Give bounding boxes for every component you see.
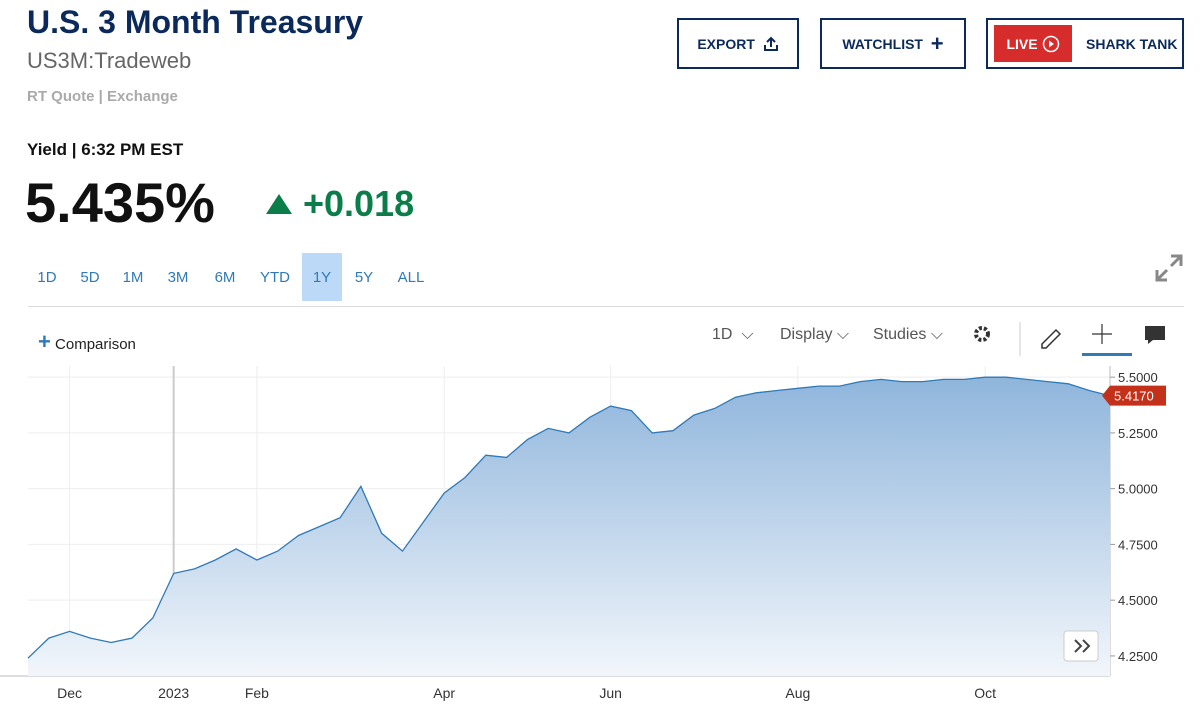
display-label: Display xyxy=(780,326,833,343)
y-tick-label: 4.7500 xyxy=(1118,537,1158,552)
y-tick-label: 5.5000 xyxy=(1118,370,1158,385)
play-icon xyxy=(1042,35,1059,52)
watchlist-button[interactable]: WATCHLIST + xyxy=(820,18,966,69)
export-button[interactable]: EXPORT xyxy=(677,18,799,69)
line xyxy=(27,376,1111,659)
x-tick-label: Apr xyxy=(433,685,455,701)
last-price-label: 5.4170 xyxy=(1114,389,1154,404)
studies-label: Studies xyxy=(873,326,927,343)
last-price-badge xyxy=(1102,385,1166,406)
interval-label: 1D xyxy=(712,326,733,343)
x-tick-label: Feb xyxy=(245,685,269,701)
live-label: LIVE xyxy=(1006,35,1038,52)
live-show: SHARK TANK xyxy=(1086,35,1178,52)
range-button[interactable]: 6M xyxy=(214,268,236,286)
area-fill xyxy=(28,377,1110,676)
range-button[interactable]: ALL xyxy=(397,268,425,286)
quote-label: Yield | 6:32 PM EST xyxy=(27,140,184,159)
interval-button[interactable]: 1D ⌵ xyxy=(712,326,754,343)
y-tick-label: 4.5000 xyxy=(1118,593,1158,608)
comment-icon[interactable] xyxy=(1145,326,1165,344)
x-tick-label: Oct xyxy=(974,685,996,701)
live-button[interactable]: LIVE SHARK TANK xyxy=(986,18,1184,69)
divider xyxy=(28,306,1184,307)
title: U.S. 3 Month Treasury xyxy=(27,4,364,40)
watchlist-label: WATCHLIST xyxy=(842,35,923,52)
x-tick-label: Jun xyxy=(599,685,622,701)
plus-icon: + xyxy=(930,30,944,56)
x-tick-label: 2023 xyxy=(158,685,189,701)
live-badge: LIVE xyxy=(994,25,1072,62)
comparison-label: Comparison xyxy=(55,336,136,353)
change: +0.018 xyxy=(303,183,415,224)
range-button[interactable]: 1Y xyxy=(302,253,342,301)
range-button[interactable]: 5Y xyxy=(354,268,374,286)
y-tick-label: 5.0000 xyxy=(1118,482,1158,497)
scroll-button[interactable] xyxy=(1063,630,1099,662)
crosshair-icon[interactable] xyxy=(1092,324,1112,344)
crosshair-active xyxy=(1082,353,1132,356)
range-button[interactable]: 1M xyxy=(122,268,144,286)
x-tick-label: Aug xyxy=(785,685,810,701)
range-button[interactable]: 1D xyxy=(37,268,57,286)
scroll-icon xyxy=(1074,639,1091,653)
display-button[interactable]: Display ⌵ xyxy=(780,326,850,343)
studies-button[interactable]: Studies ⌵ xyxy=(873,326,943,343)
draw-icon[interactable] xyxy=(1041,328,1062,349)
share-icon xyxy=(763,36,778,51)
up-arrow xyxy=(266,194,292,214)
price: 5.435% xyxy=(25,171,215,234)
expand-icon[interactable] xyxy=(1153,252,1185,284)
range-button[interactable]: YTD xyxy=(260,268,290,286)
comparison-button[interactable]: + Comparison xyxy=(38,329,136,354)
range-button[interactable]: 5D xyxy=(80,268,100,286)
toolbar-icons xyxy=(974,322,1165,356)
symbol: US3M:Tradeweb xyxy=(27,48,192,73)
export-label: EXPORT xyxy=(697,35,755,52)
quote-info: RT Quote | Exchange xyxy=(27,88,178,105)
x-tick-label: Dec xyxy=(57,685,82,701)
range-button[interactable]: 3M xyxy=(167,268,189,286)
y-tick-label: 5.2500 xyxy=(1118,426,1158,441)
y-tick-label: 4.2500 xyxy=(1118,649,1158,664)
settings-icon[interactable] xyxy=(974,326,990,342)
